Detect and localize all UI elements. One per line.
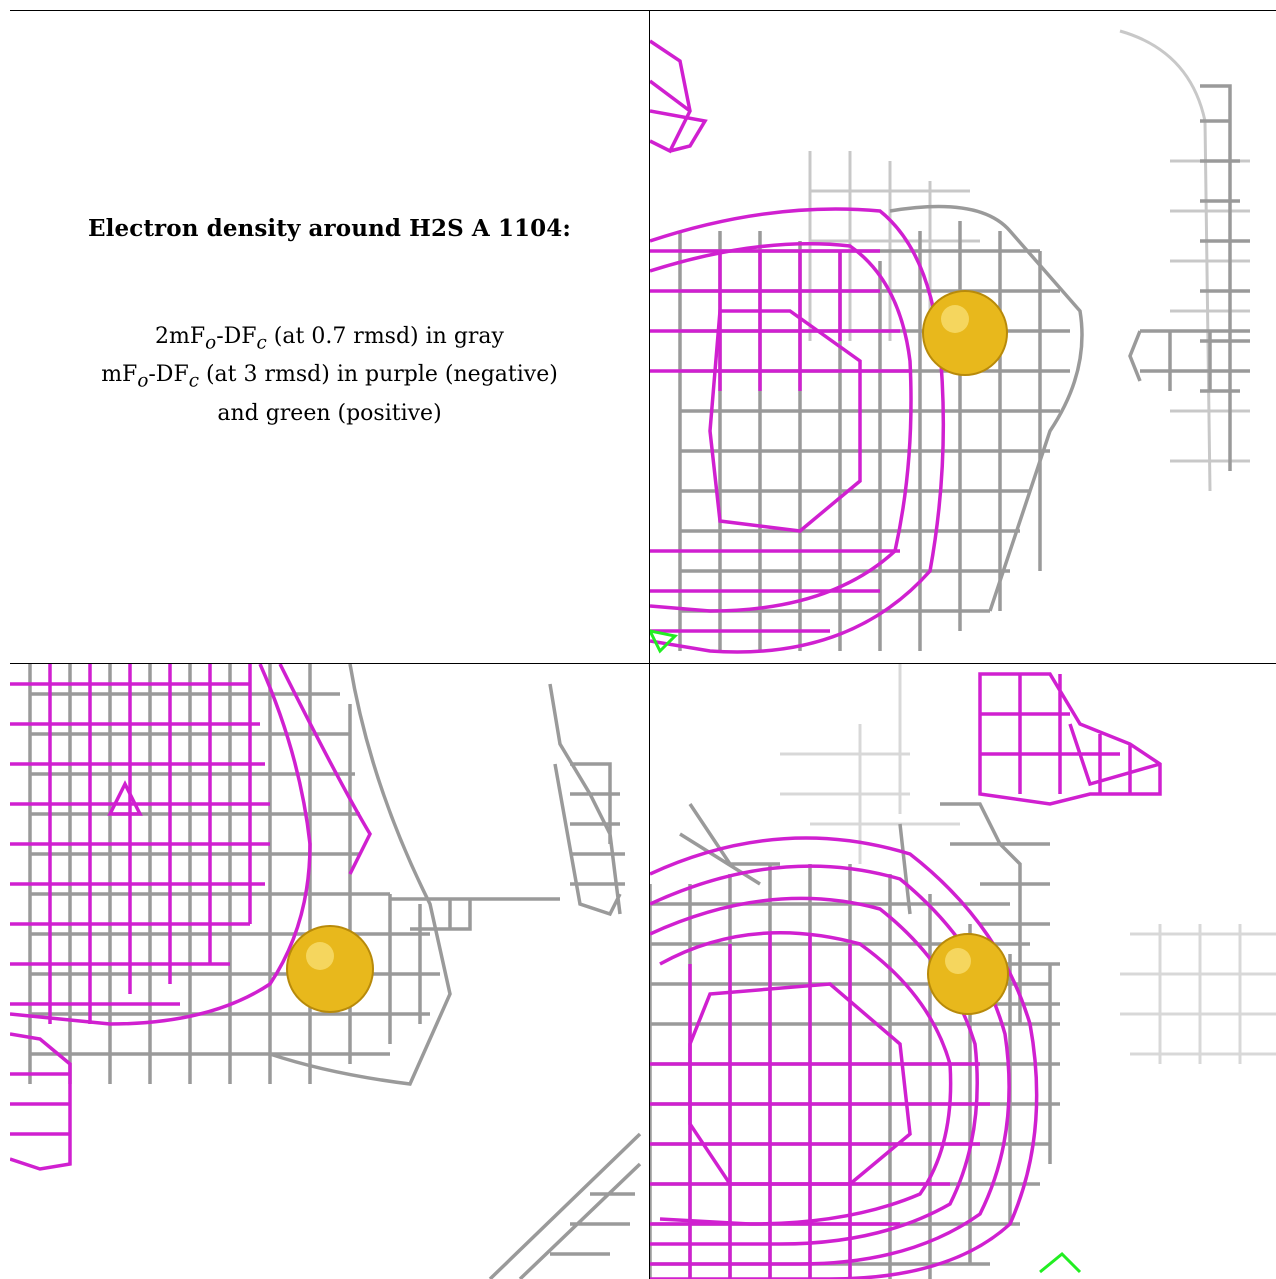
density-view-bottom-left [10,664,649,1279]
table-border-top [10,10,1276,11]
gray-mesh-faint [780,664,1276,1064]
table-border-middle [10,663,1276,664]
gray-mesh-faint [808,29,1250,492]
density-view-top-right [650,11,1276,663]
sulfur-atom [286,925,374,1013]
legend-line-green: and green (positive) [217,400,442,426]
density-mesh-render [650,29,1250,654]
atom-highlight [945,948,971,974]
table-border-center [649,10,650,1279]
caption-legend: 2mFo-DFc (at 0.7 rmsd) in gray mFo-DFc (… [10,321,649,430]
green-mesh [650,629,679,654]
sulfur-atom [927,933,1009,1015]
density-view-bottom-right [650,664,1276,1279]
caption-cell: Electron density around H2S A 1104: 2mFo… [10,11,649,663]
purple-mesh [650,672,1162,1279]
density-mesh-render [650,664,1276,1279]
gray-mesh [650,802,1060,1279]
atom-highlight [306,942,334,970]
purple-mesh [10,664,372,1171]
legend-line-gray: 2mFo-DFc (at 0.7 rmsd) in gray [155,324,504,354]
atom-highlight [941,305,969,333]
green-mesh [1039,1251,1082,1274]
legend-line-purple: mFo-DFc (at 3 rmsd) in purple (negative) [101,362,558,392]
purple-mesh [650,39,946,654]
caption-title: Electron density around H2S A 1104: [88,215,571,242]
sulfur-atom [922,290,1008,376]
density-mesh-render [10,664,642,1279]
